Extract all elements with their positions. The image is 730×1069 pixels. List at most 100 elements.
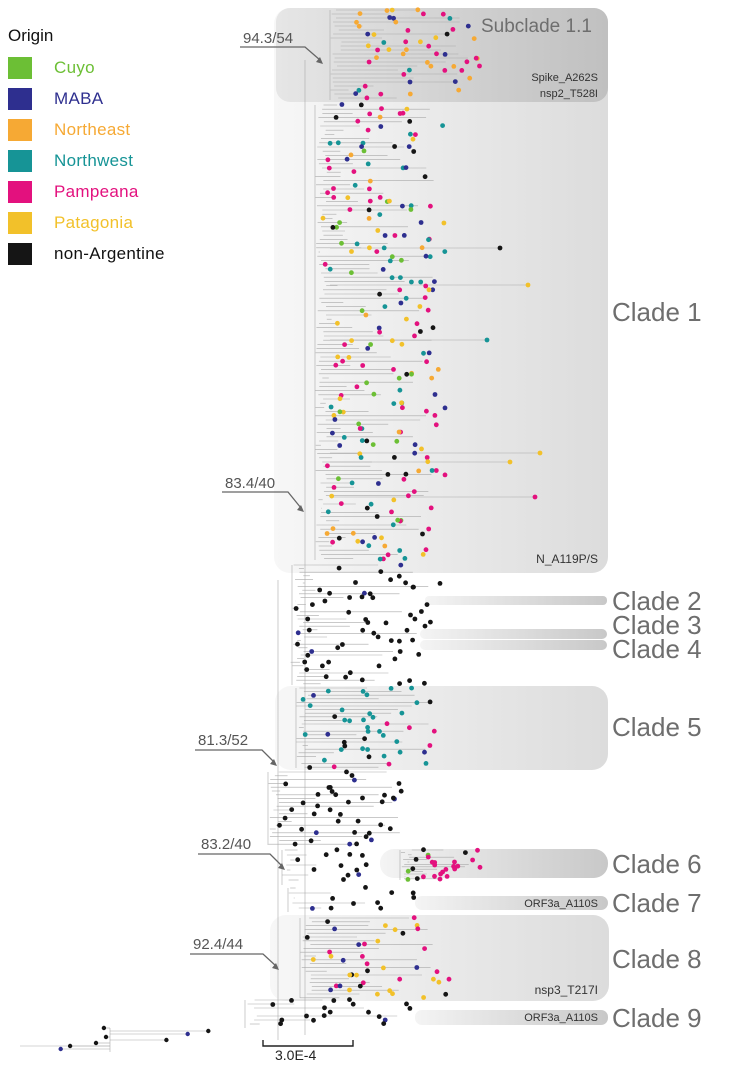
tip-marker [321, 1013, 327, 1018]
tip-marker [386, 761, 392, 767]
tip-marker [427, 254, 433, 260]
tip-marker [425, 60, 430, 65]
tip-marker [339, 707, 345, 713]
svg-text:81.3/52: 81.3/52 [198, 732, 248, 749]
tip-marker [431, 976, 436, 982]
tip-marker [394, 739, 400, 744]
tip-marker [403, 295, 409, 301]
legend-swatch [8, 242, 32, 265]
support-annotation-subclade-1-1: 94.3/54 [240, 30, 323, 64]
tip-marker [370, 442, 376, 447]
tip-marker [404, 316, 409, 322]
tip-marker [365, 968, 370, 974]
tip-marker [374, 55, 379, 60]
tip-marker [537, 450, 543, 456]
tip-marker [414, 321, 420, 327]
tip-marker [381, 245, 387, 251]
tip-marker [412, 442, 418, 448]
tip-marker [325, 157, 331, 163]
svg-text:94.3/54: 94.3/54 [243, 30, 293, 47]
tip-marker [427, 699, 433, 705]
tip-marker [331, 413, 337, 418]
tip-marker [429, 375, 435, 381]
tip-marker [327, 949, 332, 955]
tip-marker [366, 216, 372, 221]
tip-marker [416, 652, 422, 657]
tip-marker [414, 965, 420, 970]
tip-marker [357, 11, 363, 16]
tip-marker [377, 329, 382, 335]
tip-marker [310, 906, 315, 911]
tip-marker [355, 818, 361, 824]
tip-marker [422, 749, 427, 755]
tip-marker [375, 47, 380, 53]
tip-marker [411, 149, 417, 154]
legend-swatch [8, 87, 32, 110]
tip-marker [391, 497, 397, 503]
tip-marker [322, 1005, 327, 1011]
tip-marker [364, 95, 370, 101]
tip-marker [311, 1017, 316, 1023]
tip-marker [360, 980, 366, 986]
tip-marker [342, 743, 348, 749]
tip-marker [356, 23, 362, 29]
tip-marker [376, 1014, 382, 1019]
tip-marker [378, 91, 384, 97]
tip-marker [442, 68, 448, 73]
tip-marker [412, 616, 418, 622]
tip-marker [380, 733, 386, 738]
legend-label: Northwest [54, 150, 134, 170]
tip-marker [432, 279, 437, 284]
tip-marker [411, 895, 417, 900]
tip-marker [307, 765, 313, 770]
tip-marker [384, 8, 390, 14]
tip-marker [360, 746, 365, 752]
tip-marker [356, 421, 362, 427]
tip-marker [354, 384, 360, 390]
tip-marker [278, 1021, 283, 1027]
tip-marker [375, 991, 380, 997]
tip-marker [360, 539, 365, 545]
tip-marker [404, 1001, 409, 1007]
tip-marker [366, 754, 372, 760]
legend-item: non-Argentine [8, 238, 165, 269]
tip-marker [525, 282, 531, 288]
tip-marker [477, 63, 482, 69]
tip-marker [331, 764, 337, 770]
clade-8-box [270, 915, 609, 1001]
tip-marker [342, 342, 347, 347]
tip-marker [277, 822, 282, 828]
tip-marker [416, 468, 422, 474]
clade-1-box [274, 8, 608, 573]
tip-marker [341, 435, 347, 440]
tip-marker [362, 83, 368, 89]
tip-marker [366, 1009, 371, 1015]
tip-marker [429, 468, 435, 473]
tip-marker [414, 700, 420, 706]
tip-marker [463, 850, 468, 855]
legend-item: Northeast [8, 114, 165, 145]
tip-marker [422, 946, 427, 951]
legend-item: Northwest [8, 145, 165, 176]
tip-marker [340, 957, 346, 963]
tip-marker [365, 747, 370, 752]
tip-marker [325, 919, 330, 924]
tip-marker [391, 795, 396, 801]
tip-marker [366, 830, 372, 836]
tip-marker [342, 717, 348, 723]
tip-marker [338, 747, 344, 752]
tip-marker [397, 638, 402, 644]
tip-marker [413, 857, 419, 862]
tip-marker [322, 757, 327, 763]
clade-4-label: Clade 4 [612, 634, 702, 664]
tip-marker [443, 991, 449, 997]
tip-marker [365, 729, 371, 734]
tip-marker [414, 876, 420, 881]
tip-marker [423, 761, 429, 766]
tip-marker [398, 788, 404, 794]
tip-marker [356, 87, 362, 93]
legend-label: MABA [54, 88, 104, 108]
tip-marker [386, 47, 392, 52]
tip-marker [332, 714, 338, 719]
tip-marker [426, 350, 432, 356]
